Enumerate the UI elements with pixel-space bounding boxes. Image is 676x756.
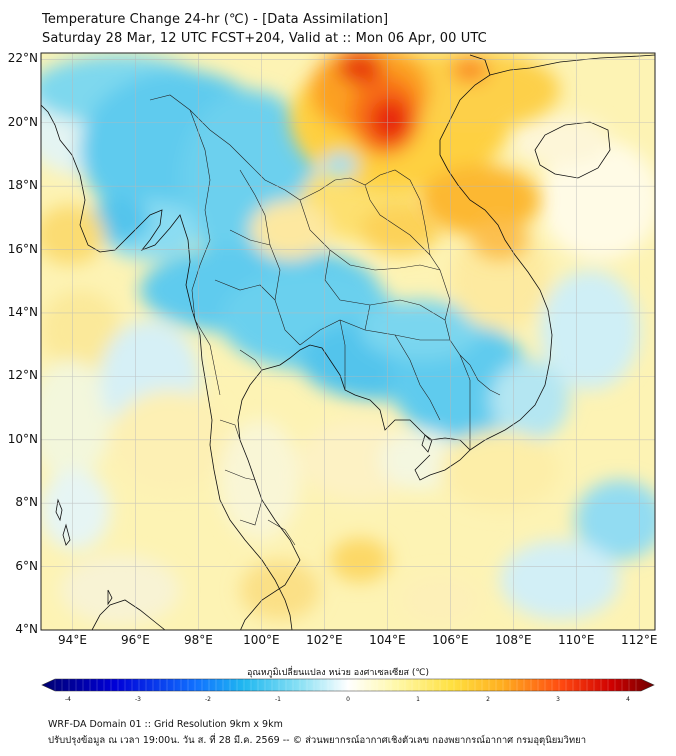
borders: [149, 94, 501, 546]
lat-label: 8°N: [15, 495, 38, 510]
colorbar-tick-label: 3: [556, 696, 560, 703]
colorbar-tick-label: 4: [626, 696, 630, 703]
lat-label: 4°N: [15, 622, 38, 636]
lon-label: 112°E: [621, 633, 658, 647]
lon-label: 110°E: [558, 633, 595, 647]
colorbar: [41, 678, 655, 692]
lon-label: 102°E: [306, 633, 343, 647]
lon-label: 100°E: [243, 633, 280, 647]
lat-label: 14°N: [7, 304, 38, 319]
map-subtitle: Saturday 28 Mar, 12 UTC FCST+204, Valid …: [42, 31, 487, 46]
colorbar-tick-label: 1: [416, 696, 420, 703]
temperature-field: [41, 53, 655, 630]
colorbar-title: อุณหภูมิเปลี่ยนแปลง หน่วย องศาเซลเซียส (…: [246, 668, 430, 678]
lon-label: 104°E: [369, 633, 406, 647]
footer-model-info: WRF-DA Domain 01 :: Grid Resolution 9km …: [48, 719, 283, 730]
footer-update-info: ปรับปรุงข้อมูล ณ เวลา 19:00น. วัน ส. ที่…: [48, 735, 587, 746]
lon-label: 108°E: [495, 633, 532, 647]
lat-label: 12°N: [7, 368, 38, 383]
map-frame: [40, 52, 656, 631]
map-title: Temperature Change 24-hr (℃) - [Data Ass…: [42, 12, 389, 27]
colorbar-tick-label: -2: [205, 696, 211, 703]
colorbar-tick-label: 0: [346, 696, 350, 703]
lat-label: 22°N: [7, 51, 38, 66]
colorbar-tick-label: 2: [486, 696, 490, 703]
lat-label: 6°N: [15, 558, 38, 573]
lon-label: 96°E: [121, 633, 150, 647]
lat-label: 18°N: [7, 178, 38, 193]
lat-label: 10°N: [7, 431, 38, 446]
lat-label: 20°N: [7, 114, 38, 129]
lat-label: 16°N: [7, 241, 38, 256]
colorbar-tick-label: -3: [135, 696, 141, 703]
colorbar-tick-label: -1: [275, 696, 281, 703]
lon-label: 106°E: [432, 633, 469, 647]
lon-label: 94°E: [58, 633, 87, 647]
colorbar-ramp: [41, 678, 655, 692]
lon-label: 98°E: [183, 633, 213, 647]
colorbar-tick-label: -4: [65, 696, 71, 703]
